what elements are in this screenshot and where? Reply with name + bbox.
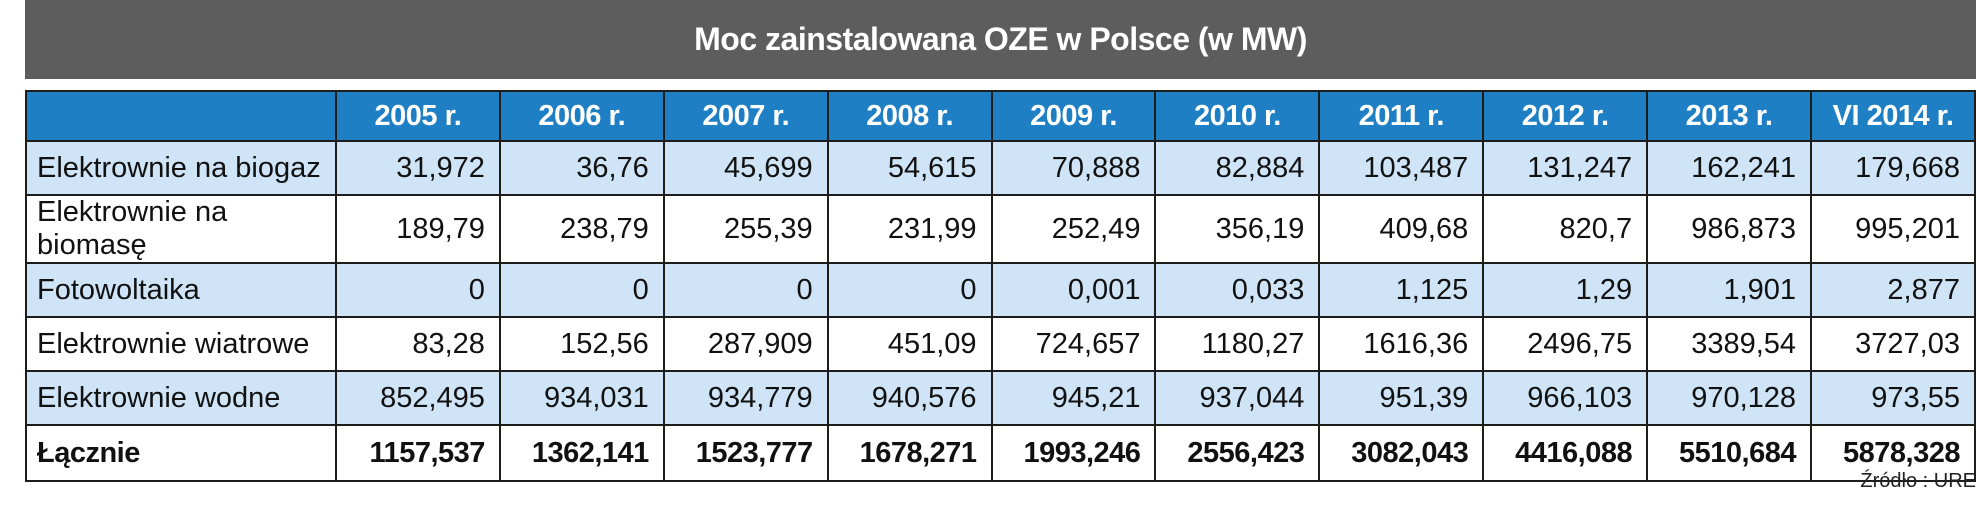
table-cell: 0	[335, 262, 501, 318]
table-cell: 252,49	[990, 194, 1157, 264]
table-cell: 1362,141	[498, 424, 665, 482]
data-table: 2005 r. 2006 r. 2007 r. 2008 r. 2009 r. …	[25, 90, 1976, 482]
row-label: Elektrownie na biogaz	[25, 140, 337, 196]
table-cell: 3727,03	[1810, 316, 1976, 372]
table-cell: 131,247	[1482, 140, 1649, 196]
column-header: 2008 r.	[826, 90, 993, 142]
table-cell: 31,972	[335, 140, 501, 196]
table-cell: 162,241	[1646, 140, 1813, 196]
table-cell: 5510,684	[1646, 424, 1813, 482]
header-row: 2005 r. 2006 r. 2007 r. 2008 r. 2009 r. …	[25, 90, 1976, 142]
table-row: Elektrownie wodne 852,495 934,031 934,77…	[25, 370, 1976, 426]
table-cell: 986,873	[1646, 194, 1813, 264]
row-label: Łącznie	[25, 424, 337, 482]
table-cell: 1993,246	[990, 424, 1157, 482]
column-header: VI 2014 r.	[1810, 90, 1976, 142]
table-cell: 1,29	[1482, 262, 1649, 318]
header-corner	[25, 90, 337, 142]
table-cell: 54,615	[826, 140, 993, 196]
table-cell: 1,901	[1646, 262, 1813, 318]
table-cell: 820,7	[1482, 194, 1649, 264]
table-cell: 1180,27	[1154, 316, 1321, 372]
total-row: Łącznie 1157,537 1362,141 1523,777 1678,…	[25, 424, 1976, 482]
table-cell: 255,39	[662, 194, 829, 264]
column-header: 2011 r.	[1318, 90, 1485, 142]
table-cell: 852,495	[335, 370, 501, 426]
table-cell: 82,884	[1154, 140, 1321, 196]
table-cell: 2496,75	[1482, 316, 1649, 372]
table-cell: 724,657	[990, 316, 1157, 372]
table-cell: 934,031	[498, 370, 665, 426]
table-cell: 1523,777	[662, 424, 829, 482]
column-header: 2010 r.	[1154, 90, 1321, 142]
table-cell: 973,55	[1810, 370, 1976, 426]
table-cell: 937,044	[1154, 370, 1321, 426]
table-cell: 5878,328	[1810, 424, 1976, 482]
table-cell: 995,201	[1810, 194, 1976, 264]
table-cell: 103,487	[1318, 140, 1485, 196]
table-cell: 36,76	[498, 140, 665, 196]
table-cell: 451,09	[826, 316, 993, 372]
table-row: Elektrownie na biogaz 31,972 36,76 45,69…	[25, 140, 1976, 196]
table-cell: 238,79	[498, 194, 665, 264]
table-cell: 1,125	[1318, 262, 1485, 318]
row-label: Elektrownie wiatrowe	[25, 316, 337, 372]
table-cell: 152,56	[498, 316, 665, 372]
table-cell: 970,128	[1646, 370, 1813, 426]
table-cell: 1616,36	[1318, 316, 1485, 372]
table-cell: 0,001	[990, 262, 1157, 318]
row-label: Elektrownie na biomasę	[25, 194, 337, 264]
table-cell: 1157,537	[335, 424, 501, 482]
table-cell: 70,888	[990, 140, 1157, 196]
row-label: Fotowoltaika	[25, 262, 337, 318]
table-row: Elektrownie wiatrowe 83,28 152,56 287,90…	[25, 316, 1976, 372]
table-cell: 945,21	[990, 370, 1157, 426]
table-cell: 179,668	[1810, 140, 1976, 196]
table-cell: 0,033	[1154, 262, 1321, 318]
table-cell: 951,39	[1318, 370, 1485, 426]
table-cell: 287,909	[662, 316, 829, 372]
table-cell: 0	[498, 262, 665, 318]
table-cell: 2556,423	[1154, 424, 1321, 482]
table-cell: 45,699	[662, 140, 829, 196]
table-cell: 3389,54	[1646, 316, 1813, 372]
column-header: 2009 r.	[990, 90, 1157, 142]
table-cell: 2,877	[1810, 262, 1976, 318]
table-cell: 83,28	[335, 316, 501, 372]
table-title: Moc zainstalowana OZE w Polsce (w MW)	[25, 0, 1976, 79]
table-row: Fotowoltaika 0 0 0 0 0,001 0,033 1,125 1…	[25, 262, 1976, 318]
table-cell: 940,576	[826, 370, 993, 426]
column-header: 2007 r.	[662, 90, 829, 142]
column-header: 2012 r.	[1482, 90, 1649, 142]
table-cell: 934,779	[662, 370, 829, 426]
table-cell: 966,103	[1482, 370, 1649, 426]
source-note: Źródło : URE	[1860, 470, 1976, 492]
row-label: Elektrownie wodne	[25, 370, 337, 426]
column-header: 2013 r.	[1646, 90, 1813, 142]
table-cell: 356,19	[1154, 194, 1321, 264]
table-cell: 189,79	[335, 194, 501, 264]
table-cell: 3082,043	[1318, 424, 1485, 482]
table-cell: 0	[826, 262, 993, 318]
table-cell: 4416,088	[1482, 424, 1649, 482]
table-cell: 0	[662, 262, 829, 318]
table-cell: 231,99	[826, 194, 993, 264]
table-cell: 409,68	[1318, 194, 1485, 264]
column-header: 2005 r.	[335, 90, 501, 142]
table-cell: 1678,271	[826, 424, 993, 482]
column-header: 2006 r.	[498, 90, 665, 142]
table-row: Elektrownie na biomasę 189,79 238,79 255…	[25, 194, 1976, 264]
